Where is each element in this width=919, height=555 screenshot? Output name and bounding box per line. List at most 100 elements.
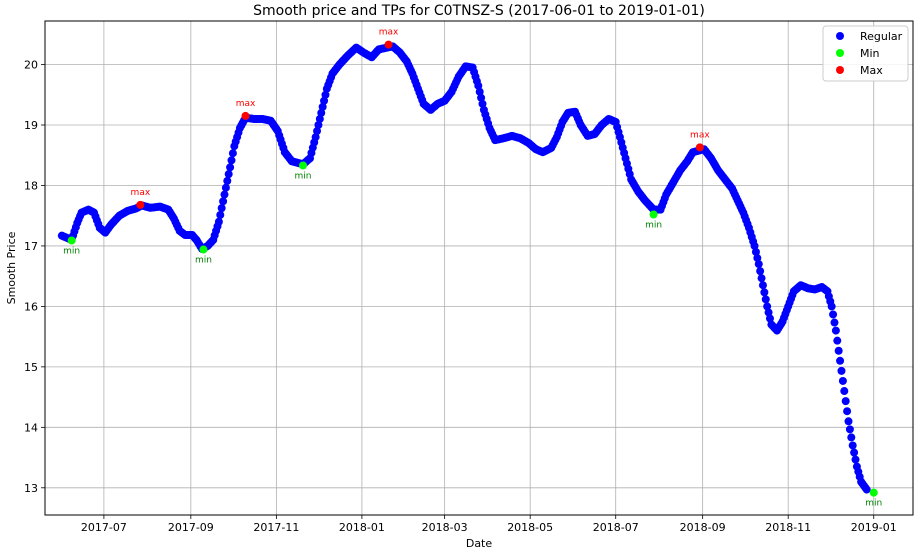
regular-point [838, 376, 847, 385]
legend: Regular Min Max [822, 25, 909, 82]
regular-point [315, 114, 324, 123]
min-point [869, 488, 878, 497]
legend-box [822, 25, 909, 82]
max-label: max [379, 28, 399, 38]
regular-point [228, 149, 237, 158]
regular-point [830, 318, 839, 327]
min-point [67, 236, 76, 245]
min-label: min [63, 246, 80, 256]
regular-point [757, 274, 766, 283]
x-axis-label: Date [466, 537, 493, 550]
x-axis-ticks: 2017-07 2017-09 2017-11 2018-01 2018-03 2018-… [81, 515, 897, 534]
regular-point [845, 425, 854, 434]
regular-point [840, 387, 849, 396]
regular-point [764, 308, 773, 317]
regular-point [321, 90, 330, 99]
legend-label-max: Max [860, 64, 883, 77]
x-tick-label: 2018-09 [680, 521, 726, 534]
y-tick-label: 17 [24, 240, 38, 253]
legend-label-regular: Regular [860, 30, 903, 43]
regular-point [478, 99, 487, 108]
regular-point [750, 241, 759, 250]
regular-point [850, 448, 859, 457]
regular-point [227, 156, 236, 165]
legend-label-min: Min [860, 47, 880, 60]
plot-area-frame [44, 20, 914, 516]
regular-point [214, 217, 223, 226]
regular-point [758, 281, 767, 290]
x-tick-label: 2018-11 [765, 521, 811, 534]
regular-point [834, 346, 843, 355]
regular-point [827, 302, 836, 311]
regular-point [841, 397, 850, 406]
min-label: min [645, 220, 662, 230]
regular-point [474, 81, 483, 90]
x-tick-label: 2018-01 [339, 521, 385, 534]
regular-point [317, 108, 326, 117]
regular-point [862, 485, 871, 494]
regular-point [475, 87, 484, 96]
regular-point [320, 96, 329, 105]
y-axis-label: Smooth Price [5, 231, 18, 304]
y-axis-ticks: 13 14 15 16 17 18 19 20 [24, 59, 45, 495]
regular-point [753, 254, 762, 263]
regular-point [829, 310, 838, 319]
y-tick-label: 15 [24, 361, 38, 374]
regular-point [765, 314, 774, 323]
legend-marker-min [836, 49, 844, 57]
chart-title: Smooth price and TPs for C0TNSZ-S (2017-… [253, 3, 705, 19]
x-tick-label: 2018-05 [507, 521, 553, 534]
legend-marker-max [836, 66, 844, 74]
y-tick-label: 16 [24, 300, 38, 313]
regular-point [844, 417, 853, 426]
regular-point [833, 336, 842, 345]
regular-point [219, 197, 228, 206]
regular-point [763, 302, 772, 311]
regular-point [477, 93, 486, 102]
data-points [57, 40, 878, 497]
regular-point [831, 326, 840, 335]
regular-point [217, 204, 226, 213]
max-label: max [131, 188, 151, 198]
regular-point [761, 295, 770, 304]
min-label: min [195, 256, 212, 266]
regular-point [760, 288, 769, 297]
annotations: min min min min min max max max max [63, 28, 882, 509]
max-point [136, 200, 145, 209]
x-tick-label: 2017-09 [168, 521, 214, 534]
legend-marker-regular [836, 32, 844, 40]
y-tick-label: 14 [24, 421, 38, 434]
max-point [695, 143, 704, 152]
regular-point [221, 183, 230, 192]
x-tick-label: 2017-07 [81, 521, 127, 534]
x-tick-label: 2019-01 [851, 521, 897, 534]
regular-point [756, 267, 765, 276]
min-label: min [865, 499, 882, 509]
x-tick-label: 2017-11 [253, 521, 299, 534]
regular-point [314, 121, 323, 129]
regular-point [318, 102, 327, 111]
regular-point [751, 247, 760, 256]
min-label: min [295, 172, 312, 182]
y-tick-label: 18 [24, 179, 38, 192]
y-tick-label: 13 [24, 482, 38, 495]
regular-point [220, 190, 229, 199]
regular-point [836, 356, 845, 365]
y-tick-label: 19 [24, 119, 38, 132]
min-point [649, 210, 658, 219]
min-point [299, 161, 308, 170]
regular-point [226, 163, 235, 172]
regular-point [216, 210, 225, 219]
regular-point [223, 176, 232, 185]
regular-point [848, 441, 857, 450]
max-point [241, 111, 250, 120]
regular-point [851, 455, 860, 464]
regular-point [754, 260, 763, 269]
x-tick-label: 2018-07 [593, 521, 639, 534]
regular-point [837, 366, 846, 375]
regular-point [847, 433, 856, 442]
min-point [199, 245, 208, 254]
max-point [384, 40, 393, 49]
regular-point [224, 170, 233, 179]
